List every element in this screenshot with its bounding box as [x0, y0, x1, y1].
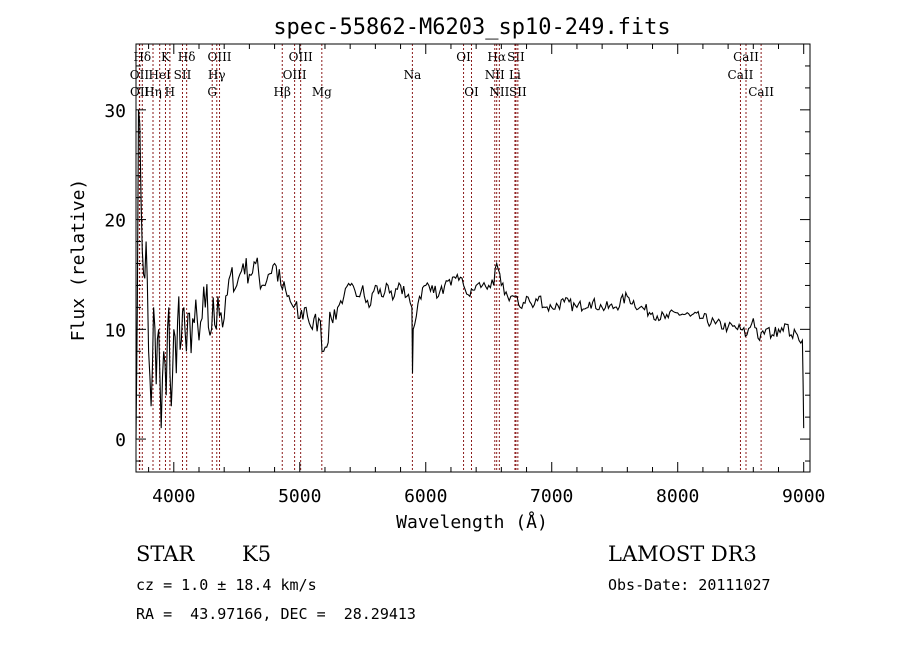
line-label-22: Li	[509, 68, 521, 82]
line-label-21: NII	[485, 68, 505, 82]
line-label-0: Hδ	[133, 50, 151, 64]
line-label-27: CaII	[748, 85, 774, 99]
line-label-10: Hγ	[208, 68, 226, 82]
line-label-1: OII	[130, 68, 150, 82]
object-subclass: K5	[242, 542, 271, 566]
line-label-24: SII	[509, 85, 527, 99]
line-label-4: HeI	[149, 68, 172, 82]
spectral-line-markers: Hδ OII OII K HeI Hη Hδ SII H OIII Hγ G OIII OIII Hβ Mg N…	[130, 44, 774, 472]
line-label-14: Hβ	[274, 85, 291, 99]
line-label-11: G	[207, 85, 217, 99]
y-axis-ticks: 0 10 20 30	[104, 65, 810, 462]
spectrum-series	[135, 109, 805, 440]
line-label-3: K	[161, 50, 171, 64]
ra-dec-coords: RA = 43.97166, DEC = 28.29413	[136, 605, 416, 623]
line-label-9: OIII	[207, 50, 231, 64]
x-axis-label: Wavelength (Å)	[396, 511, 548, 533]
line-label-12: OIII	[289, 50, 313, 64]
line-label-2: OII	[130, 85, 150, 99]
x-tick-label-0: 4000	[152, 486, 195, 507]
line-label-23: NII	[489, 85, 509, 99]
x-tick-label-1: 5000	[278, 486, 321, 507]
line-label-6: Hδ	[178, 50, 196, 64]
line-label-17: OI	[456, 50, 471, 64]
line-label-16: Na	[404, 68, 422, 82]
y-tick-label-1: 10	[104, 320, 126, 341]
line-label-13: OIII	[283, 68, 307, 82]
line-label-8: H	[165, 85, 175, 99]
y-tick-label-3: 30	[104, 101, 126, 122]
x-tick-label-3: 7000	[530, 486, 573, 507]
line-label-7: SII	[174, 68, 192, 82]
obs-date: Obs-Date: 20111027	[608, 576, 771, 594]
line-label-5: Hη	[144, 85, 162, 99]
redshift-cz: cz = 1.0 ± 18.4 km/s	[136, 576, 317, 594]
chart-title: spec-55862-M6203_sp10-249.fits	[273, 15, 670, 40]
line-label-25: CaII	[733, 50, 759, 64]
line-label-19: Hα	[487, 50, 506, 64]
y-tick-label-2: 20	[104, 211, 126, 232]
x-tick-label-2: 6000	[404, 486, 447, 507]
line-label-26: CaII	[728, 68, 754, 82]
line-label-20: SII	[507, 50, 525, 64]
line-label-15: Mg	[312, 85, 332, 99]
plot-frame	[135, 43, 811, 473]
survey-name: LAMOST DR3	[608, 542, 757, 566]
object-class: STAR	[136, 542, 195, 566]
x-tick-label-4: 8000	[656, 486, 699, 507]
line-label-18: OI	[464, 85, 479, 99]
x-axis-ticks: 4000 5000 6000 7000 8000 9000	[148, 44, 825, 507]
y-axis-label: Flux (relative)	[68, 179, 89, 342]
x-tick-label-5: 9000	[782, 486, 825, 507]
y-tick-label-0: 0	[115, 430, 126, 451]
